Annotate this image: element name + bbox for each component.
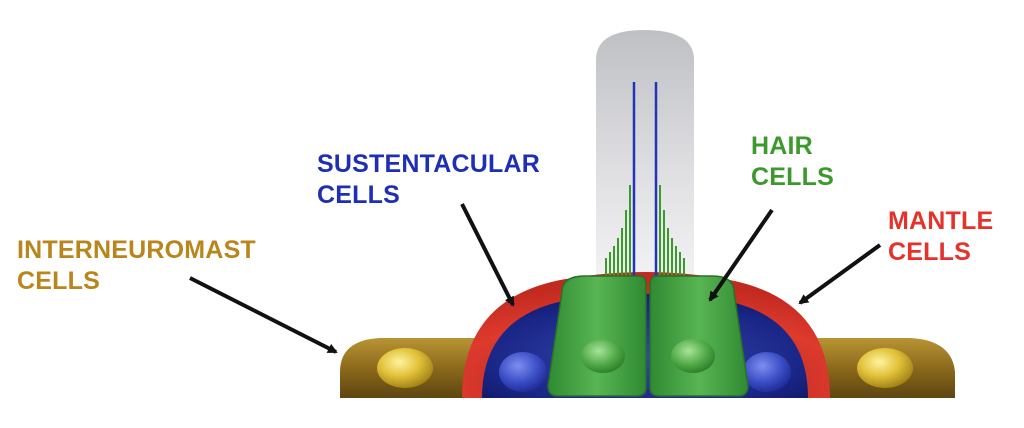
sustentacular-nucleus-left (499, 352, 547, 392)
mantle-label-line1: MANTLE (888, 207, 994, 235)
arrow-hair (708, 208, 774, 302)
arrow-mantle (798, 243, 882, 305)
hair-label-line2: CELLS (751, 163, 834, 191)
hair-cells-label: HAIR CELLS (751, 131, 834, 193)
sustentacular-label-line1: SUSTENTACULAR (317, 150, 540, 178)
hair-cell-left (547, 275, 647, 397)
mantle-cells-label: MANTLE CELLS (888, 206, 993, 268)
interneuromast-cell-right (815, 338, 955, 398)
interneuromast-label-line2: CELLS (17, 267, 100, 295)
cupula (596, 30, 694, 290)
hair-cell-nucleus-right (671, 339, 715, 373)
interneuromast-cells-label: INTERNEUROMAST CELLS (17, 235, 256, 297)
arrow-interneuromast (189, 276, 338, 354)
interneuromast-cell-left (340, 338, 475, 398)
interneuromast-label-line1: INTERNEUROMAST (17, 236, 256, 264)
mantle-label-line2: CELLS (888, 238, 971, 266)
arrow-sustentacular (460, 203, 515, 307)
hair-cell-nucleus-left (581, 339, 625, 373)
sustentacular-cells-label: SUSTENTACULAR CELLS (317, 149, 540, 211)
interneuromast-nucleus-left (377, 348, 433, 388)
sustentacular-nucleus-right (743, 352, 791, 392)
sustentacular-label-line2: CELLS (317, 181, 400, 209)
interneuromast-nucleus-right (857, 348, 913, 388)
hair-label-line1: HAIR (751, 132, 813, 160)
hair-cell-right (649, 275, 749, 397)
